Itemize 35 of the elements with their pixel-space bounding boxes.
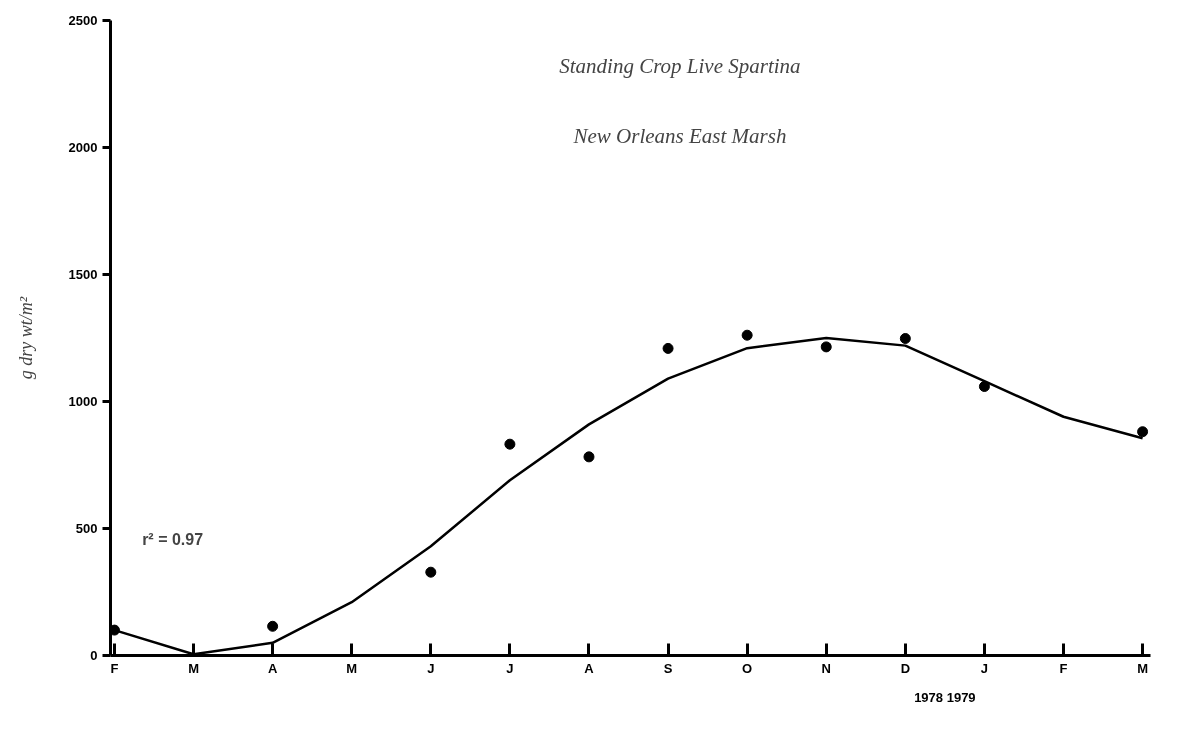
- x-tick-label: F: [1059, 660, 1068, 676]
- x-tick-label: J: [980, 660, 989, 676]
- x-tick-label: A: [267, 660, 278, 676]
- annotation: r² = 0.97: [142, 530, 204, 548]
- y-tick-label: 0: [90, 648, 98, 663]
- point: [583, 451, 595, 463]
- point: [504, 438, 516, 450]
- y-tick-label: 2000: [68, 140, 98, 155]
- x-tick-label: F: [110, 660, 119, 676]
- text: Standing Crop Live Spartina: [559, 53, 801, 78]
- point: [1137, 426, 1149, 438]
- x-tick-label: M: [188, 660, 199, 676]
- y-tick-label: 1500: [68, 267, 98, 282]
- text: 1978 1979: [914, 689, 976, 705]
- point: [820, 341, 832, 353]
- text: New Orleans East Marsh: [572, 123, 787, 148]
- point: [741, 329, 753, 341]
- point: [899, 333, 911, 344]
- y-tick-label: 1000: [68, 394, 98, 409]
- point: [662, 342, 674, 354]
- y-tick-label: 2500: [68, 13, 98, 28]
- point: [267, 620, 279, 632]
- y-tick-label: 500: [75, 521, 98, 536]
- y-axis-title: g dry wt/m²: [15, 296, 36, 380]
- x-tick-label: D: [900, 660, 911, 676]
- x-tick-label: O: [742, 660, 753, 676]
- x-tick-label: J: [427, 660, 435, 676]
- x-tick-label: J: [506, 660, 514, 676]
- x-tick-label: N: [821, 660, 831, 676]
- x-tick-label: A: [584, 660, 595, 676]
- x-tick-label: M: [346, 660, 358, 676]
- point: [425, 566, 437, 578]
- point: [978, 381, 990, 392]
- x-tick-label: M: [1137, 660, 1149, 676]
- x-tick-label: S: [663, 660, 673, 676]
